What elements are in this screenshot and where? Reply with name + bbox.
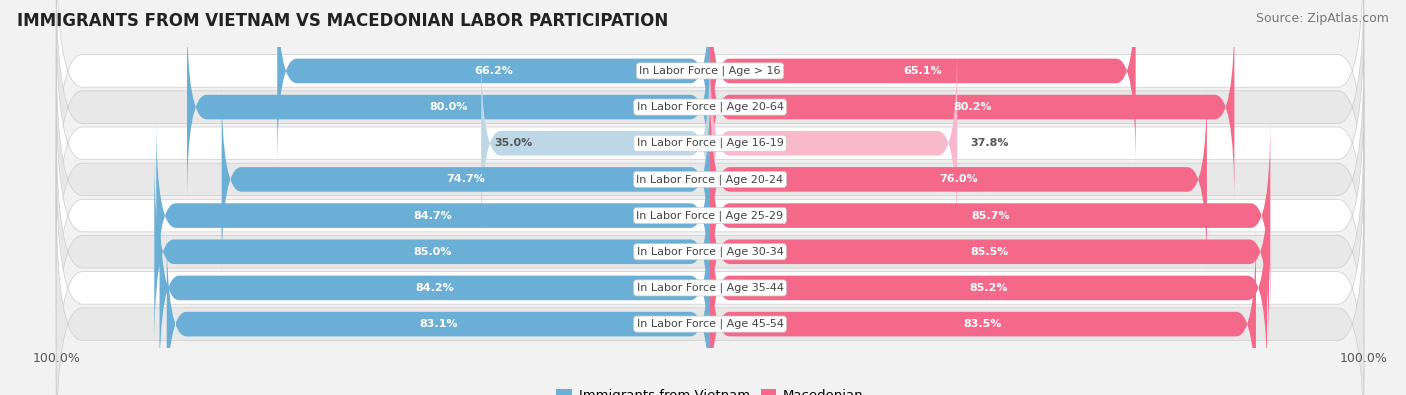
FancyBboxPatch shape [155,156,710,348]
Text: 85.2%: 85.2% [969,283,1008,293]
FancyBboxPatch shape [710,11,1234,203]
Text: 85.5%: 85.5% [970,247,1008,257]
FancyBboxPatch shape [56,51,1364,308]
Legend: Immigrants from Vietnam, Macedonian: Immigrants from Vietnam, Macedonian [551,384,869,395]
FancyBboxPatch shape [159,192,710,384]
FancyBboxPatch shape [710,192,1267,384]
FancyBboxPatch shape [56,87,1364,344]
Text: IMMIGRANTS FROM VIETNAM VS MACEDONIAN LABOR PARTICIPATION: IMMIGRANTS FROM VIETNAM VS MACEDONIAN LA… [17,12,668,30]
Text: 65.1%: 65.1% [904,66,942,76]
FancyBboxPatch shape [710,0,1136,167]
FancyBboxPatch shape [222,83,710,276]
Text: 76.0%: 76.0% [939,175,977,184]
FancyBboxPatch shape [56,0,1364,235]
FancyBboxPatch shape [56,160,1364,395]
Text: 35.0%: 35.0% [495,138,533,148]
Text: 85.7%: 85.7% [972,211,1010,220]
Text: 84.2%: 84.2% [415,283,454,293]
Text: In Labor Force | Age 25-29: In Labor Force | Age 25-29 [637,210,783,221]
Text: Source: ZipAtlas.com: Source: ZipAtlas.com [1256,12,1389,25]
FancyBboxPatch shape [56,123,1364,380]
Text: 83.1%: 83.1% [419,319,457,329]
Text: 80.2%: 80.2% [953,102,991,112]
FancyBboxPatch shape [481,47,710,239]
FancyBboxPatch shape [710,83,1206,276]
Text: 74.7%: 74.7% [447,175,485,184]
FancyBboxPatch shape [710,47,957,239]
FancyBboxPatch shape [56,15,1364,272]
Text: 83.5%: 83.5% [963,319,1002,329]
FancyBboxPatch shape [156,119,710,312]
FancyBboxPatch shape [710,156,1270,348]
FancyBboxPatch shape [56,0,1364,199]
Text: 80.0%: 80.0% [429,102,468,112]
Text: In Labor Force | Age > 16: In Labor Force | Age > 16 [640,66,780,76]
FancyBboxPatch shape [187,11,710,203]
Text: 66.2%: 66.2% [474,66,513,76]
Text: In Labor Force | Age 45-54: In Labor Force | Age 45-54 [637,319,783,329]
Text: In Labor Force | Age 30-34: In Labor Force | Age 30-34 [637,246,783,257]
Text: In Labor Force | Age 16-19: In Labor Force | Age 16-19 [637,138,783,149]
FancyBboxPatch shape [277,0,710,167]
Text: 37.8%: 37.8% [970,138,1008,148]
Text: In Labor Force | Age 35-44: In Labor Force | Age 35-44 [637,283,783,293]
FancyBboxPatch shape [167,228,710,395]
FancyBboxPatch shape [710,228,1256,395]
FancyBboxPatch shape [710,119,1271,312]
Text: In Labor Force | Age 20-64: In Labor Force | Age 20-64 [637,102,783,112]
Text: 84.7%: 84.7% [413,211,453,220]
FancyBboxPatch shape [56,196,1364,395]
Text: In Labor Force | Age 20-24: In Labor Force | Age 20-24 [637,174,783,185]
Text: 85.0%: 85.0% [413,247,451,257]
